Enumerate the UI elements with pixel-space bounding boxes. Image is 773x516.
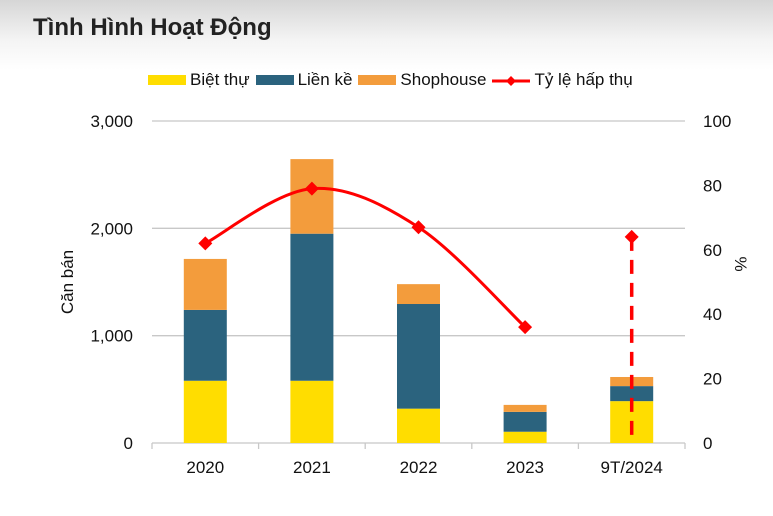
y-tick-label: 0 <box>124 434 133 453</box>
bar-segment <box>183 380 227 443</box>
legend: Biệt thự Liền kề Shophouse Tỷ lệ hấp thụ <box>148 70 639 90</box>
legend-item-biet-thu: Biệt thự <box>148 70 250 90</box>
x-tick-label: 2021 <box>293 458 331 477</box>
bar-segment <box>290 380 334 443</box>
x-tick-label: 2020 <box>186 458 224 477</box>
legend-label: Shophouse <box>400 70 487 89</box>
bar-segment <box>503 404 547 412</box>
legend-swatch-biet-thu <box>148 75 186 85</box>
y2-tick-label: 60 <box>703 241 722 260</box>
legend-line-marker-icon <box>492 73 531 87</box>
y-tick-label: 1,000 <box>90 327 133 346</box>
bar-segment <box>183 258 227 310</box>
line-series-path <box>204 186 527 329</box>
legend-item-shophouse: Shophouse <box>358 70 486 90</box>
y2-tick-label: 100 <box>703 112 731 131</box>
bar-segment <box>290 233 334 381</box>
y-axis-title: Căn bán <box>58 250 77 314</box>
bar-segment <box>397 304 440 409</box>
line-marker <box>198 236 213 251</box>
line-marker <box>624 229 639 244</box>
x-tick-label: 9T/2024 <box>601 458 663 477</box>
bar-segment <box>503 411 547 432</box>
x-tick-label: 2022 <box>400 458 438 477</box>
y2-tick-label: 80 <box>703 176 722 195</box>
line-marker <box>304 181 319 196</box>
line-marker <box>518 320 533 335</box>
y2-axis-title: % <box>731 256 750 271</box>
y-tick-label: 3,000 <box>90 112 133 131</box>
bar-segment <box>183 309 227 381</box>
legend-swatch-lien-ke <box>255 75 294 85</box>
legend-label: Liền kề <box>297 70 353 89</box>
legend-item-lien-ke: Liền kề <box>255 70 353 90</box>
bar-segment <box>397 284 440 305</box>
y2-tick-label: 20 <box>703 370 722 389</box>
x-tick-label: 2023 <box>506 458 544 477</box>
legend-label: Biệt thự <box>190 70 250 89</box>
line-marker <box>411 220 426 235</box>
y-tick-label: 2,000 <box>90 219 133 238</box>
bar-segment <box>290 159 334 234</box>
legend-item-ty-le-hap-thu: Tỷ lệ hấp thụ <box>492 70 633 90</box>
y2-tick-label: 40 <box>703 305 722 324</box>
chart-title: Tình Hình Hoạt Động <box>33 14 272 41</box>
y2-tick-label: 0 <box>703 434 712 453</box>
legend-swatch-shophouse <box>358 75 397 85</box>
legend-label: Tỷ lệ hấp thụ <box>534 70 633 89</box>
bar-segment <box>397 408 440 443</box>
bar-segment <box>610 386 654 402</box>
bar-segment <box>503 431 547 443</box>
